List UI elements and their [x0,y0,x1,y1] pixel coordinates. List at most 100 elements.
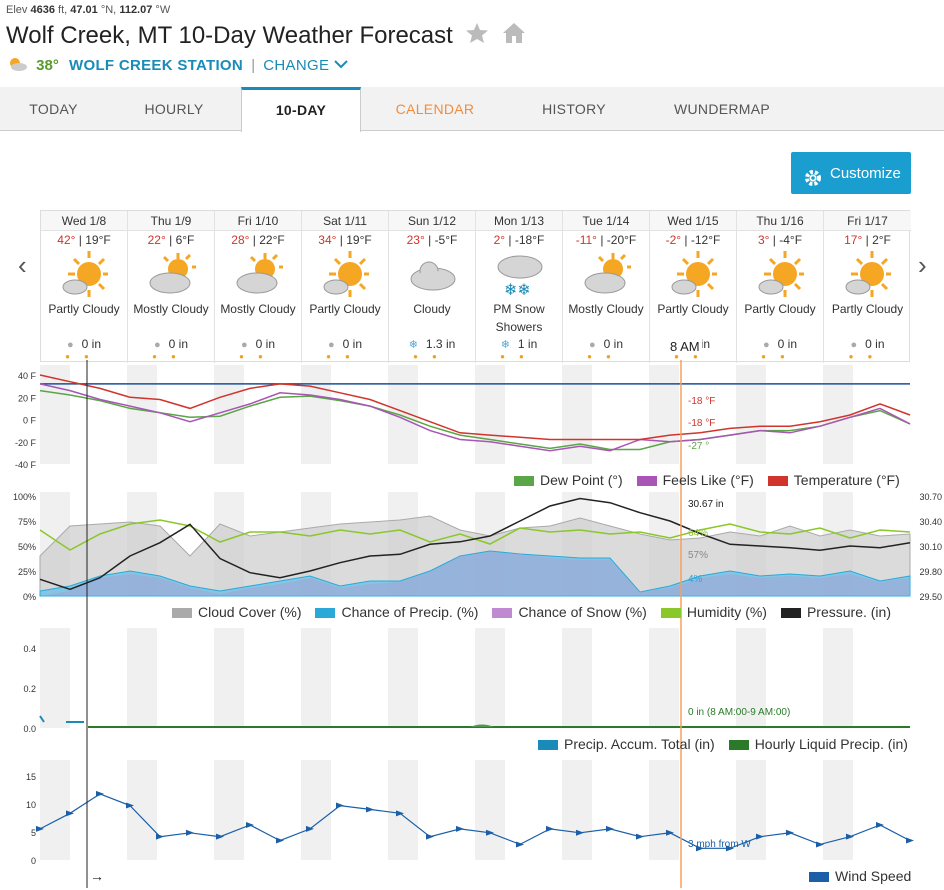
partly-cloudy-icon [844,249,892,299]
next-days-arrow[interactable]: › [918,250,927,280]
humidity-chart: 100% 75% 50% 25% 0% 30.70 30.40 30.10 29.80 29.50… [13,492,942,602]
wind-direction-arrow [756,833,764,840]
legend-swatch [636,476,657,487]
wind-direction-arrow [96,790,104,797]
humidity-annotation: 30.67 in [688,499,724,510]
wind-direction-arrow [696,845,704,852]
day-card[interactable]: Fri 1/10 28° | 22°F Mostly Cloudy ● 0 in ●● [215,211,302,363]
daily-forecast-strip: Wed 1/8 42° | 19°F Partly Cloudy ● 0 in ●● Thu… [40,210,911,363]
mostly-cloudy-icon [235,249,283,299]
axis-tick-label: 40 F [18,371,37,381]
axis-tick-label: -20 F [15,438,37,448]
legend-label: Precip. Accum. Total (in) [564,736,715,752]
wind-direction-arrow [456,825,464,832]
tab-10-day[interactable]: 10-DAY [241,87,361,132]
wind-direction-arrow [876,822,884,828]
axis-tick-label: 0.2 [23,684,36,694]
precip-total-line [39,715,45,723]
tab-hourly[interactable]: HOURLY [144,101,204,117]
day-card[interactable]: Thu 1/16 3° | -4°F Partly Cloudy ● 0 in ●● [737,211,824,363]
svg-text:❄❄: ❄❄ [504,280,531,299]
day-condition: Partly Cloudy [744,302,816,316]
legend-item[interactable]: Dew Point (°) [500,472,623,488]
station-name[interactable]: WOLF CREEK STATION [69,57,244,74]
day-low: 22°F [259,233,285,247]
sun-moon-icons: ●● [413,352,451,361]
legend-label: Feels Like (°F) [662,472,754,488]
legend-item[interactable]: Cloud Cover (%) [158,604,301,620]
prev-days-arrow[interactable]: ‹ [18,250,27,280]
day-high: 23° [406,233,425,247]
legend-item[interactable]: Hourly Liquid Precip. (in) [715,736,908,752]
legend-item[interactable]: Humidity (%) [647,604,767,620]
legend-item[interactable]: Chance of Snow (%) [478,604,647,620]
day-card[interactable]: Tue 1/14 -11° | -20°F Mostly Cloudy ● 0 in ●● [563,211,650,363]
temp-annotation: -18 °F [688,396,715,407]
wind-direction-arrow [156,833,164,840]
legend-swatch [728,740,749,751]
wind-direction-arrow [576,829,584,836]
change-station-link[interactable]: CHANGE [263,57,330,74]
day-condition: Mostly Cloudy [220,302,296,316]
day-card[interactable]: Fri 1/17 17° | 2°F Partly Cloudy ● 0 in ●● [824,211,911,363]
partly-cloudy-icon [757,249,805,299]
legend-item[interactable]: Chance of Precip. (%) [301,604,478,620]
wind-direction-arrow [276,837,284,844]
day-precip: ● 0 in [824,337,911,351]
legend-swatch [660,608,681,619]
wind-direction-arrow [246,822,254,828]
legend-label: Wind Speed [835,868,912,884]
day-high: -2° [665,233,682,247]
legend-item[interactable]: Pressure. (in) [767,604,891,620]
tab-history[interactable]: HISTORY [542,101,606,117]
tab-today[interactable]: TODAY [29,101,78,117]
axis-tick-label: 5 [31,828,36,838]
day-precip-amount: 1 in [517,337,538,351]
day-name: Thu 1/9 [128,211,214,231]
day-condition: Partly Cloudy [831,302,904,316]
partly-cloudy-icon [61,249,109,299]
sun-moon-icons: ●● [500,352,538,361]
customize-button[interactable]: Customize [791,152,911,194]
day-precip-amount: 1.3 in [425,337,456,351]
day-low: 19°F [346,233,372,247]
legend-item[interactable]: Precip. Accum. Total (in) [524,736,715,752]
day-card[interactable]: Mon 1/13 2° | -18°F ❄❄ PM Snow Showers ❄ 1 in… [476,211,563,363]
legend-swatch [767,476,788,487]
wind-direction-arrow [426,833,434,840]
home-icon[interactable] [502,22,526,51]
legend-swatch [492,608,513,619]
day-precip: ● 0 in [128,337,214,351]
legend-item[interactable]: Wind Speed [795,868,911,884]
day-hi-lo: 2° | -18°F [493,233,545,247]
tab-calendar[interactable]: CALENDAR [395,101,475,117]
axis-tick-label: 50% [18,542,36,552]
day-precip-amount: 0 in [342,337,362,351]
day-card[interactable]: Thu 1/9 22° | 6°F Mostly Cloudy ● 0 in ●● [128,211,215,363]
legend-item[interactable]: Temperature (°F) [754,472,900,488]
snowflake-icon: ❄ [500,339,510,351]
humidity-annotation: 57% [688,550,708,561]
scroll-right-arrow[interactable]: → [90,868,104,884]
legend-label: Hourly Liquid Precip. (in) [754,736,908,752]
axis-tick-label: 30.10 [919,542,942,552]
favorite-star-icon[interactable] [465,22,489,51]
day-card[interactable]: Wed 1/8 42° | 19°F Partly Cloudy ● 0 in ●● [41,211,128,363]
day-name: Wed 1/8 [41,211,127,231]
wind-direction-arrow [726,845,734,852]
tab-wundermap[interactable]: WUNDERMAP [673,101,771,117]
day-hi-lo: 3° | -4°F [757,233,803,247]
wind-direction-arrow [306,825,314,832]
longitude: 112.07 [119,4,153,16]
day-precip: ● 0 in [41,337,127,351]
sun-moon-icons: ●● [65,352,103,361]
raindrop-icon: ● [153,339,161,351]
sun-moon-icons: ●● [587,352,625,361]
day-name: Wed 1/15 [650,211,736,231]
day-card[interactable]: Sat 1/11 34° | 19°F Partly Cloudy ● 0 in ●● [302,211,389,363]
legend-item[interactable]: Feels Like (°F) [623,472,754,488]
chevron-down-icon[interactable] [333,57,349,74]
sun-moon-icons: ●● [848,352,887,361]
day-card[interactable]: Sun 1/12 23° | -5°F Cloudy ❄ 1.3 in ●● [389,211,476,363]
